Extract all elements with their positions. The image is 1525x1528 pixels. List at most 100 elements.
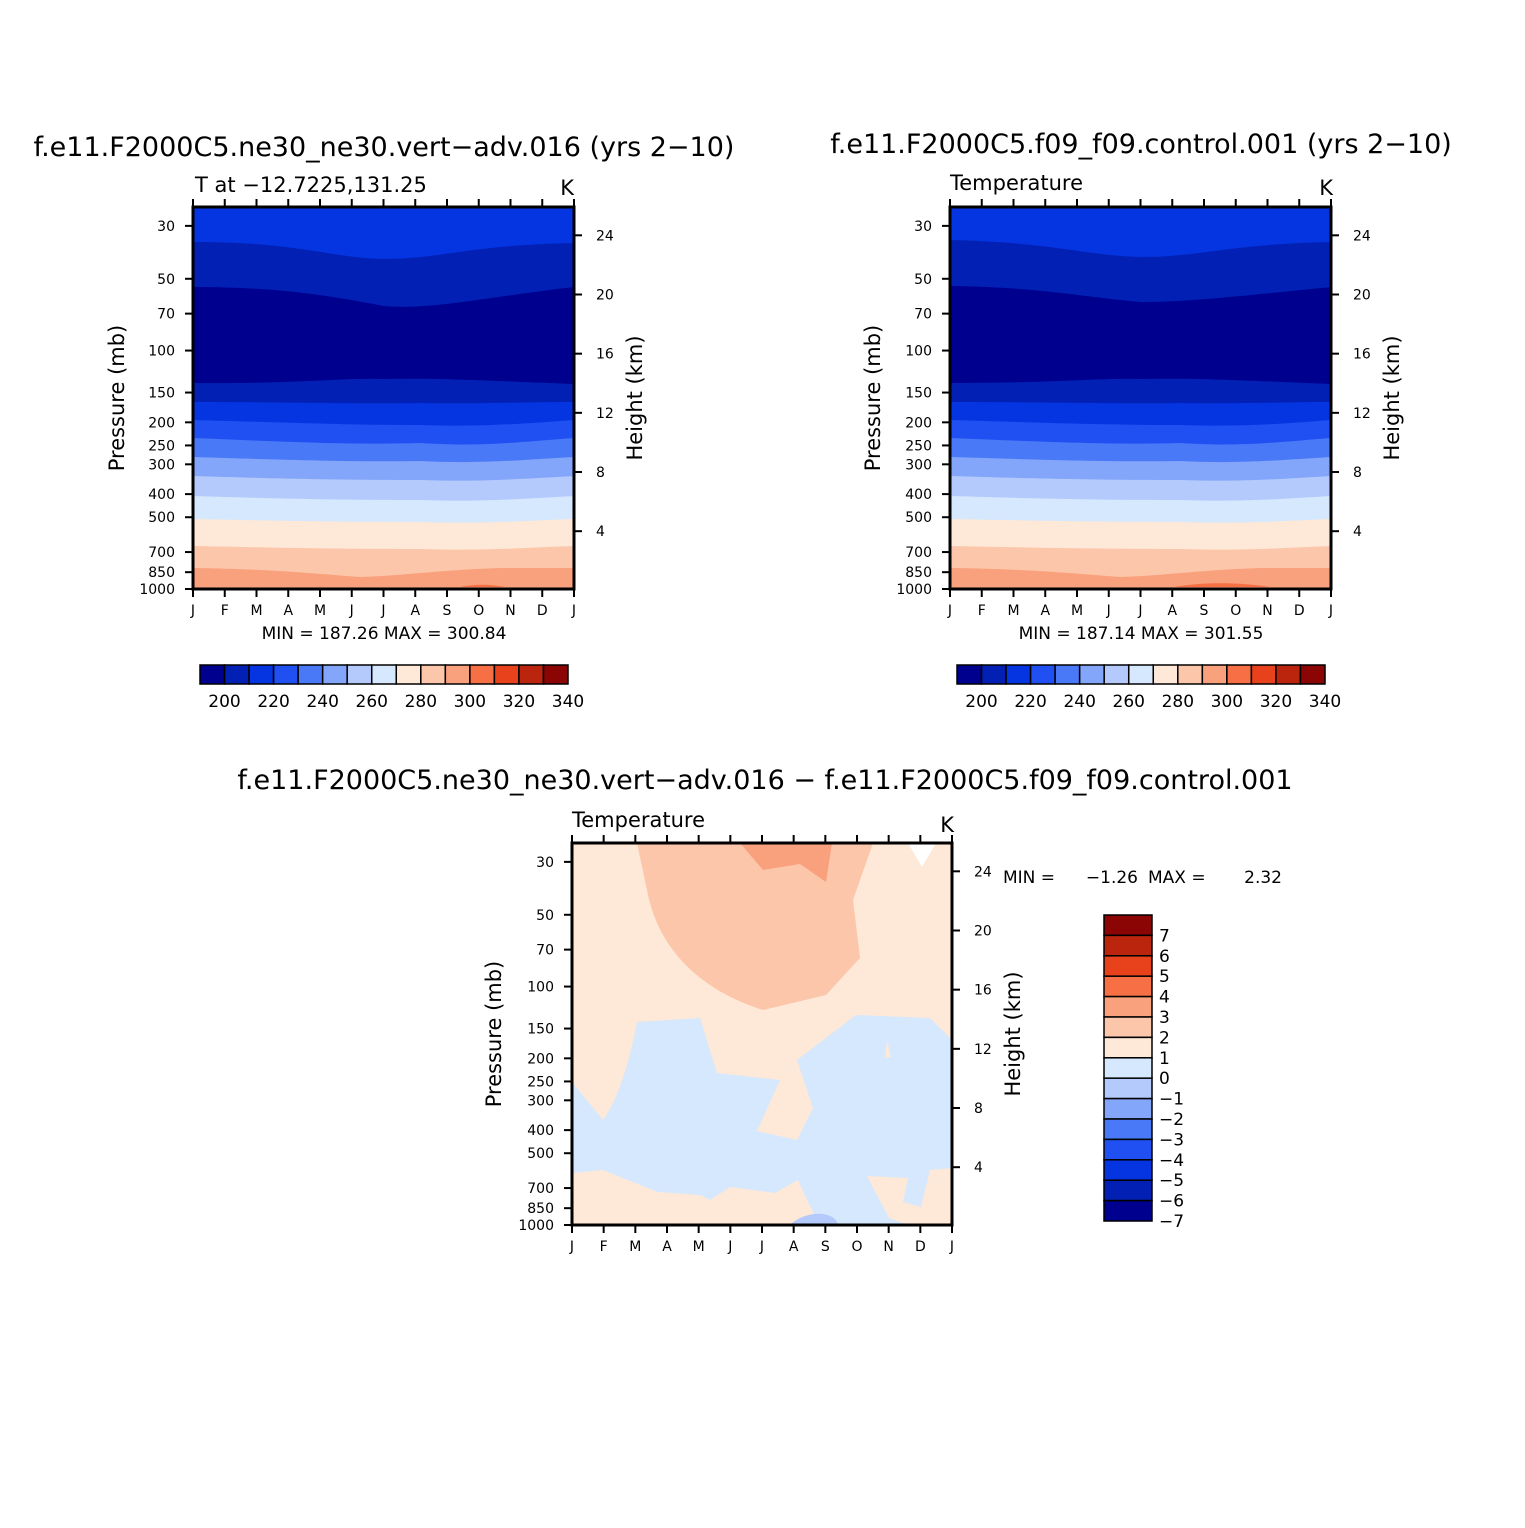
x-tick-label: J	[569, 1239, 574, 1255]
panel-c-left-label: Temperature	[571, 808, 705, 832]
x-tick-label: M	[314, 603, 326, 619]
colorbar-label: −3	[1159, 1130, 1184, 1150]
colorbar-label: −6	[1159, 1192, 1184, 1212]
colorbar-label: 1	[1159, 1049, 1170, 1069]
y-tick-label: 700	[905, 545, 932, 561]
colorbar-cell	[1103, 664, 1130, 685]
y-tick-label: 850	[148, 565, 175, 581]
y2-tick-label: 24	[1353, 228, 1371, 244]
y-tick-label: 100	[527, 980, 554, 996]
x-tick-label: A	[789, 1239, 799, 1255]
y2-tick-label: 20	[1353, 287, 1371, 303]
colorbar-cell	[1103, 1199, 1153, 1222]
y-tick-label: 70	[914, 307, 932, 323]
y-tick-label: 200	[148, 415, 175, 431]
colorbar-cell	[1127, 664, 1155, 685]
colorbar-label: 340	[1309, 692, 1341, 712]
panel-a-left-label: T at −12.7225,131.25	[194, 173, 427, 197]
colorbar-cell	[1152, 664, 1179, 685]
x-tick-label: A	[1167, 603, 1177, 619]
x-tick-label: M	[1071, 603, 1083, 619]
x-tick-label: F	[600, 1239, 608, 1255]
y2-tick-label: 4	[1353, 524, 1362, 540]
y-tick-label: 100	[148, 344, 175, 360]
x-tick-label: O	[1230, 603, 1241, 619]
panel-c-min-value: −1.26	[1086, 868, 1138, 888]
x-tick-label: J	[1106, 603, 1111, 619]
colorbar-label: 220	[1014, 692, 1046, 712]
panel-c-axes: J F M A M J J A S O N D J 30 50 70 100 150 200 250 300 400 500…	[518, 835, 992, 1255]
colorbar-cell	[980, 664, 1007, 685]
panel-b-title: f.e11.F2000C5.f09_f09.control.001 (yrs 2…	[830, 129, 1452, 160]
x-tick-label: A	[662, 1239, 672, 1255]
y2-tick-label: 16	[596, 347, 614, 363]
y-tick-label: 250	[527, 1074, 554, 1090]
colorbar-label: 340	[552, 692, 584, 712]
panel-b-contours	[950, 207, 1331, 589]
y-tick-label: 150	[905, 386, 932, 402]
colorbar-cell	[1103, 1036, 1153, 1059]
colorbar-cell	[1103, 934, 1153, 957]
x-tick-label: A	[1040, 603, 1050, 619]
y-tick-label: 70	[157, 307, 175, 323]
colorbar-cell	[1103, 1179, 1153, 1202]
y2-tick-label: 8	[974, 1101, 983, 1117]
colorbar-cell	[1177, 664, 1204, 685]
y2-tick-label: 20	[974, 923, 992, 939]
colorbar-label: 200	[965, 692, 997, 712]
colorbar-label: −7	[1159, 1212, 1184, 1232]
colorbar-label: 240	[306, 692, 338, 712]
y2-tick-label: 8	[596, 465, 605, 481]
x-tick-label: J	[727, 1239, 732, 1255]
colorbar-cell	[223, 664, 250, 685]
y-tick-label: 500	[527, 1146, 554, 1162]
colorbar-cell	[272, 664, 299, 685]
x-tick-label: M	[250, 603, 262, 619]
colorbar-label: 6	[1159, 947, 1170, 967]
colorbar-cell	[1103, 1159, 1153, 1181]
panel-b: f.e11.F2000C5.f09_f09.control.001 (yrs 2…	[830, 129, 1452, 712]
y2-tick-label: 24	[596, 228, 614, 244]
y-tick-label: 400	[148, 487, 175, 503]
panel-c-units-label: K	[940, 813, 955, 837]
y-tick-label: 850	[905, 565, 932, 581]
y2-tick-label: 4	[596, 524, 605, 540]
y2-tick-label: 24	[974, 864, 992, 880]
panel-a-minmax: MIN = 187.26 MAX = 300.84	[262, 624, 507, 644]
x-tick-label: D	[915, 1239, 926, 1255]
colorbar-label: 0	[1159, 1069, 1170, 1089]
colorbar-label: 300	[454, 692, 486, 712]
y2-tick-label: 4	[974, 1160, 983, 1176]
colorbar-label: 280	[1162, 692, 1194, 712]
y-tick-label: 250	[148, 438, 175, 454]
colorbar-cell	[469, 664, 496, 685]
x-tick-label: J	[349, 603, 354, 619]
y-tick-label: 200	[527, 1051, 554, 1067]
colorbar-label: 240	[1063, 692, 1095, 712]
colorbar-cell	[1103, 1118, 1153, 1141]
colorbar-cell	[542, 664, 569, 685]
colorbar-label: 200	[208, 692, 240, 712]
panel-b-y2label: Height (km)	[1380, 335, 1404, 460]
colorbar-cell	[444, 664, 471, 685]
colorbar-cell	[1103, 955, 1153, 977]
colorbar-cell	[1103, 1057, 1153, 1079]
y-tick-label: 30	[914, 219, 932, 235]
x-tick-label: J	[190, 603, 195, 619]
colorbar-label: 260	[356, 692, 388, 712]
panel-b-colorbar: 200 220 240 260 280 300 320 340	[956, 664, 1341, 712]
colorbar-cell	[1103, 1097, 1153, 1120]
panel-c-y2label: Height (km)	[1001, 971, 1025, 1096]
panel-a-colorbar: 200 220 240 260 280 300 320 340	[199, 664, 584, 712]
panel-b-minmax: MIN = 187.14 MAX = 301.55	[1019, 624, 1264, 644]
y2-tick-label: 20	[596, 287, 614, 303]
y-tick-label: 1000	[518, 1218, 554, 1234]
y-tick-label: 400	[905, 487, 932, 503]
colorbar-cell	[1103, 1077, 1153, 1100]
y-tick-label: 100	[905, 344, 932, 360]
x-tick-label: F	[221, 603, 229, 619]
colorbar-cell	[1103, 1138, 1153, 1161]
colorbar-label: −4	[1159, 1151, 1184, 1171]
panel-a-contours	[193, 207, 574, 589]
